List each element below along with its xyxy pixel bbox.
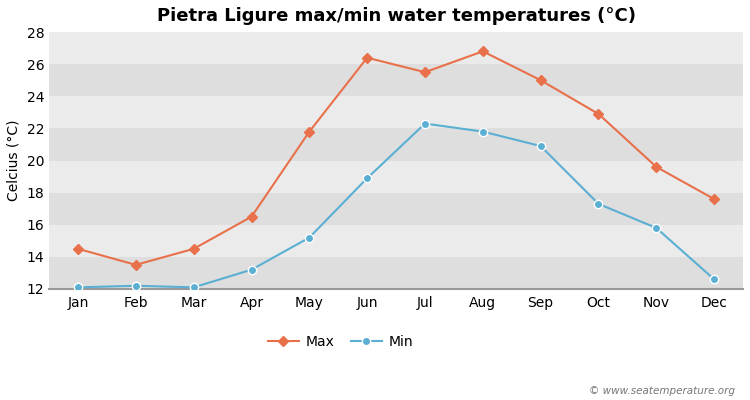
Y-axis label: Celcius (°C): Celcius (°C)	[7, 120, 21, 201]
Bar	[49, 257, 743, 289]
Legend: Max, Min: Max, Min	[262, 329, 419, 354]
Bar	[49, 64, 743, 96]
Bar	[49, 160, 743, 193]
Text: © www.seatemperature.org: © www.seatemperature.org	[589, 386, 735, 396]
Bar	[49, 225, 743, 257]
Bar	[49, 128, 743, 160]
Bar	[49, 32, 743, 64]
Title: Pietra Ligure max/min water temperatures (°C): Pietra Ligure max/min water temperatures…	[157, 7, 635, 25]
Bar	[49, 193, 743, 225]
Bar	[49, 96, 743, 128]
